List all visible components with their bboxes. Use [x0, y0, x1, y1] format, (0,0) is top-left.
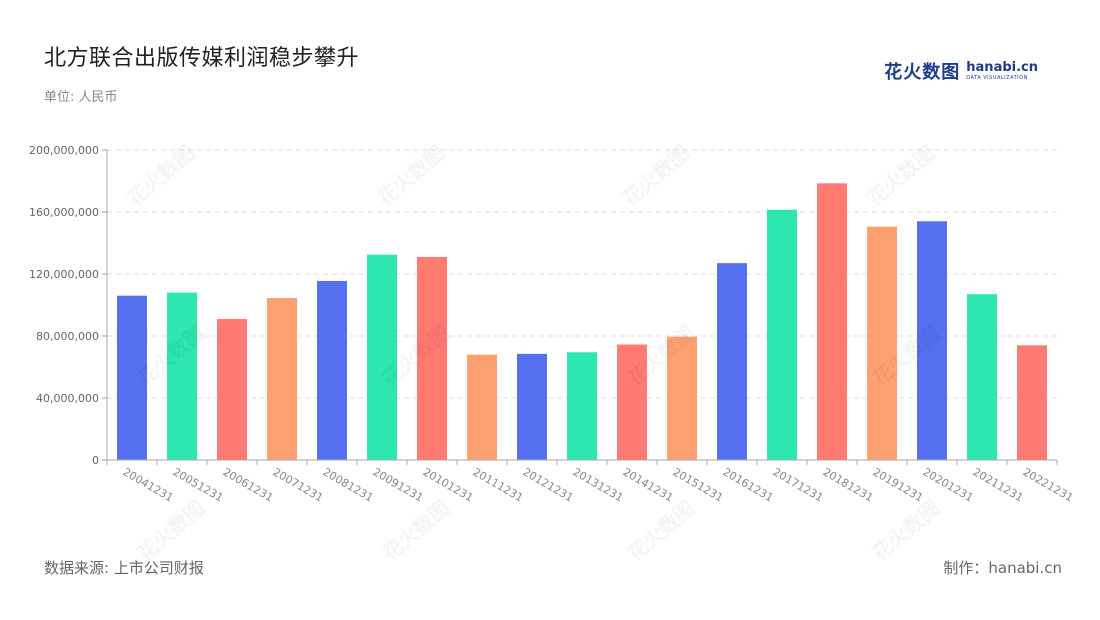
bar-20091231 [367, 254, 397, 460]
bar-20151231 [667, 336, 697, 460]
bar-20171231 [767, 209, 797, 460]
bar-20181231 [817, 183, 847, 460]
data-source: 数据来源: 上市公司财报 [44, 559, 204, 577]
x-tick-label: 20061231 [221, 465, 276, 504]
x-tick-label: 20111231 [471, 465, 526, 504]
logo-sub-text: DATA VISUALIZATION [966, 74, 1028, 81]
bar-20051231 [167, 292, 197, 460]
y-tick-label: 80,000,000 [36, 330, 99, 343]
bar-20121231 [517, 353, 547, 460]
x-tick-label: 20041231 [121, 465, 176, 504]
y-tick-label: 120,000,000 [29, 268, 99, 281]
x-axis: 2004123120051231200612312007123120081231… [106, 459, 1076, 505]
x-tick-label: 20141231 [621, 465, 676, 504]
x-tick-label: 20191231 [871, 465, 926, 504]
bar-20041231 [117, 295, 147, 460]
x-tick-label: 20081231 [321, 465, 376, 504]
logo-en-text: hanabi.cn [966, 59, 1038, 75]
x-tick-label: 20201231 [921, 465, 976, 504]
logo-en-block: hanabi.cn DATA VISUALIZATION [966, 59, 1038, 82]
x-tick-label: 20051231 [171, 465, 226, 504]
x-tick-label: 20071231 [271, 465, 326, 504]
bar-20191231 [867, 226, 897, 460]
bar-20061231 [217, 318, 247, 460]
x-tick-label: 20161231 [721, 465, 776, 504]
y-tick-label: 160,000,000 [29, 206, 99, 219]
x-tick-label: 20101231 [421, 465, 476, 504]
bar-20141231 [617, 344, 647, 460]
bar-20201231 [917, 221, 947, 460]
x-tick-label: 20181231 [821, 465, 876, 504]
bar-20101231 [417, 256, 447, 460]
x-tick-label: 20091231 [371, 465, 426, 504]
bars [117, 183, 1047, 460]
y-tick-label: 40,000,000 [36, 392, 99, 405]
y-tick-label: 200,000,000 [29, 144, 99, 157]
y-tick-label: 0 [92, 454, 99, 467]
brand-logo: 花火数图 hanabi.cn DATA VISUALIZATION [884, 58, 1038, 84]
chart-title: 北方联合出版传媒利润稳步攀升 [44, 46, 360, 71]
credit: 制作：hanabi.cn [943, 559, 1062, 577]
x-tick-label: 20171231 [771, 465, 826, 504]
logo-cn-text: 花火数图 [884, 62, 961, 83]
bar-20211231 [967, 294, 997, 460]
x-tick-label: 20211231 [971, 465, 1026, 504]
bar-20161231 [717, 263, 747, 460]
bar-20111231 [467, 354, 497, 460]
bar-20221231 [1017, 345, 1047, 460]
x-tick-label: 20131231 [571, 465, 626, 504]
x-tick-label: 20151231 [671, 465, 726, 504]
bar-20131231 [567, 352, 597, 460]
unit-label: 单位: 人民币 [44, 90, 118, 105]
bar-20081231 [317, 280, 347, 460]
y-axis: 0 40,000,000 80,000,000 120,000,000 160,000,… [29, 144, 108, 467]
x-tick-label: 20221231 [1021, 465, 1076, 504]
bar-20071231 [267, 298, 297, 460]
x-tick-label: 20121231 [521, 465, 576, 504]
